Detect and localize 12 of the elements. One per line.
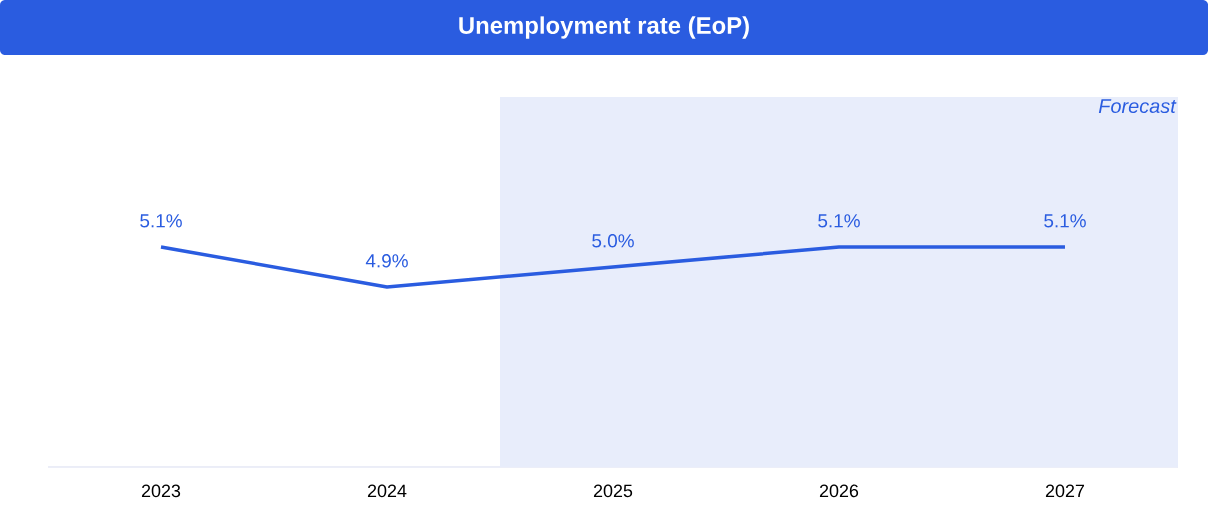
band-label: Forecast <box>1098 99 1177 114</box>
data-label: 5.1% <box>1044 214 1086 228</box>
data-label: 5.0% <box>592 234 634 248</box>
data-label: 4.9% <box>365 254 408 268</box>
x-tick-label: 2025 <box>593 484 633 498</box>
x-tick-label: 2023 <box>141 484 181 498</box>
x-tick-label: 2024 <box>367 484 407 498</box>
x-tick-label: 2026 <box>819 484 859 498</box>
chart-title: Unemployment rate (EoP) <box>459 16 749 39</box>
data-label: 5.1% <box>818 214 860 228</box>
x-tick-label: 2027 <box>1045 484 1085 498</box>
data-label: 5.1% <box>140 214 182 228</box>
